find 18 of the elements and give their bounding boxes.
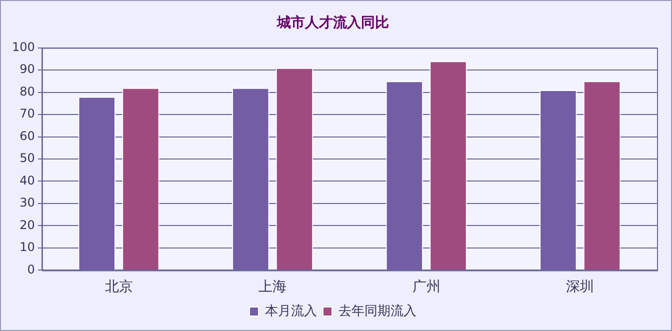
x-tick-label: 深圳 bbox=[566, 279, 594, 296]
y-tick-label: 30 bbox=[20, 196, 35, 210]
y-tick-label: 80 bbox=[20, 84, 35, 98]
legend-label: 去年同期流入 bbox=[338, 302, 416, 319]
y-tick-label: 0 bbox=[27, 262, 35, 276]
y-tick-label: 70 bbox=[20, 106, 35, 121]
y-tick-label: 50 bbox=[20, 151, 35, 166]
y-tick-label: 90 bbox=[20, 62, 35, 76]
x-tick-label: 上海 bbox=[258, 279, 287, 296]
y-tick-label: 60 bbox=[20, 128, 35, 143]
y-tick-label: 40 bbox=[20, 173, 35, 188]
y-tick-label: 20 bbox=[20, 218, 35, 232]
x-tick-label: 北京 bbox=[104, 279, 133, 296]
x-tick-label: 广州 bbox=[412, 279, 440, 296]
y-tick-label: 10 bbox=[20, 240, 35, 254]
legend-label: 本月流入 bbox=[265, 302, 317, 319]
y-tick-label: 100 bbox=[12, 40, 35, 54]
chart-title: 城市人才流入同比 bbox=[276, 14, 389, 32]
